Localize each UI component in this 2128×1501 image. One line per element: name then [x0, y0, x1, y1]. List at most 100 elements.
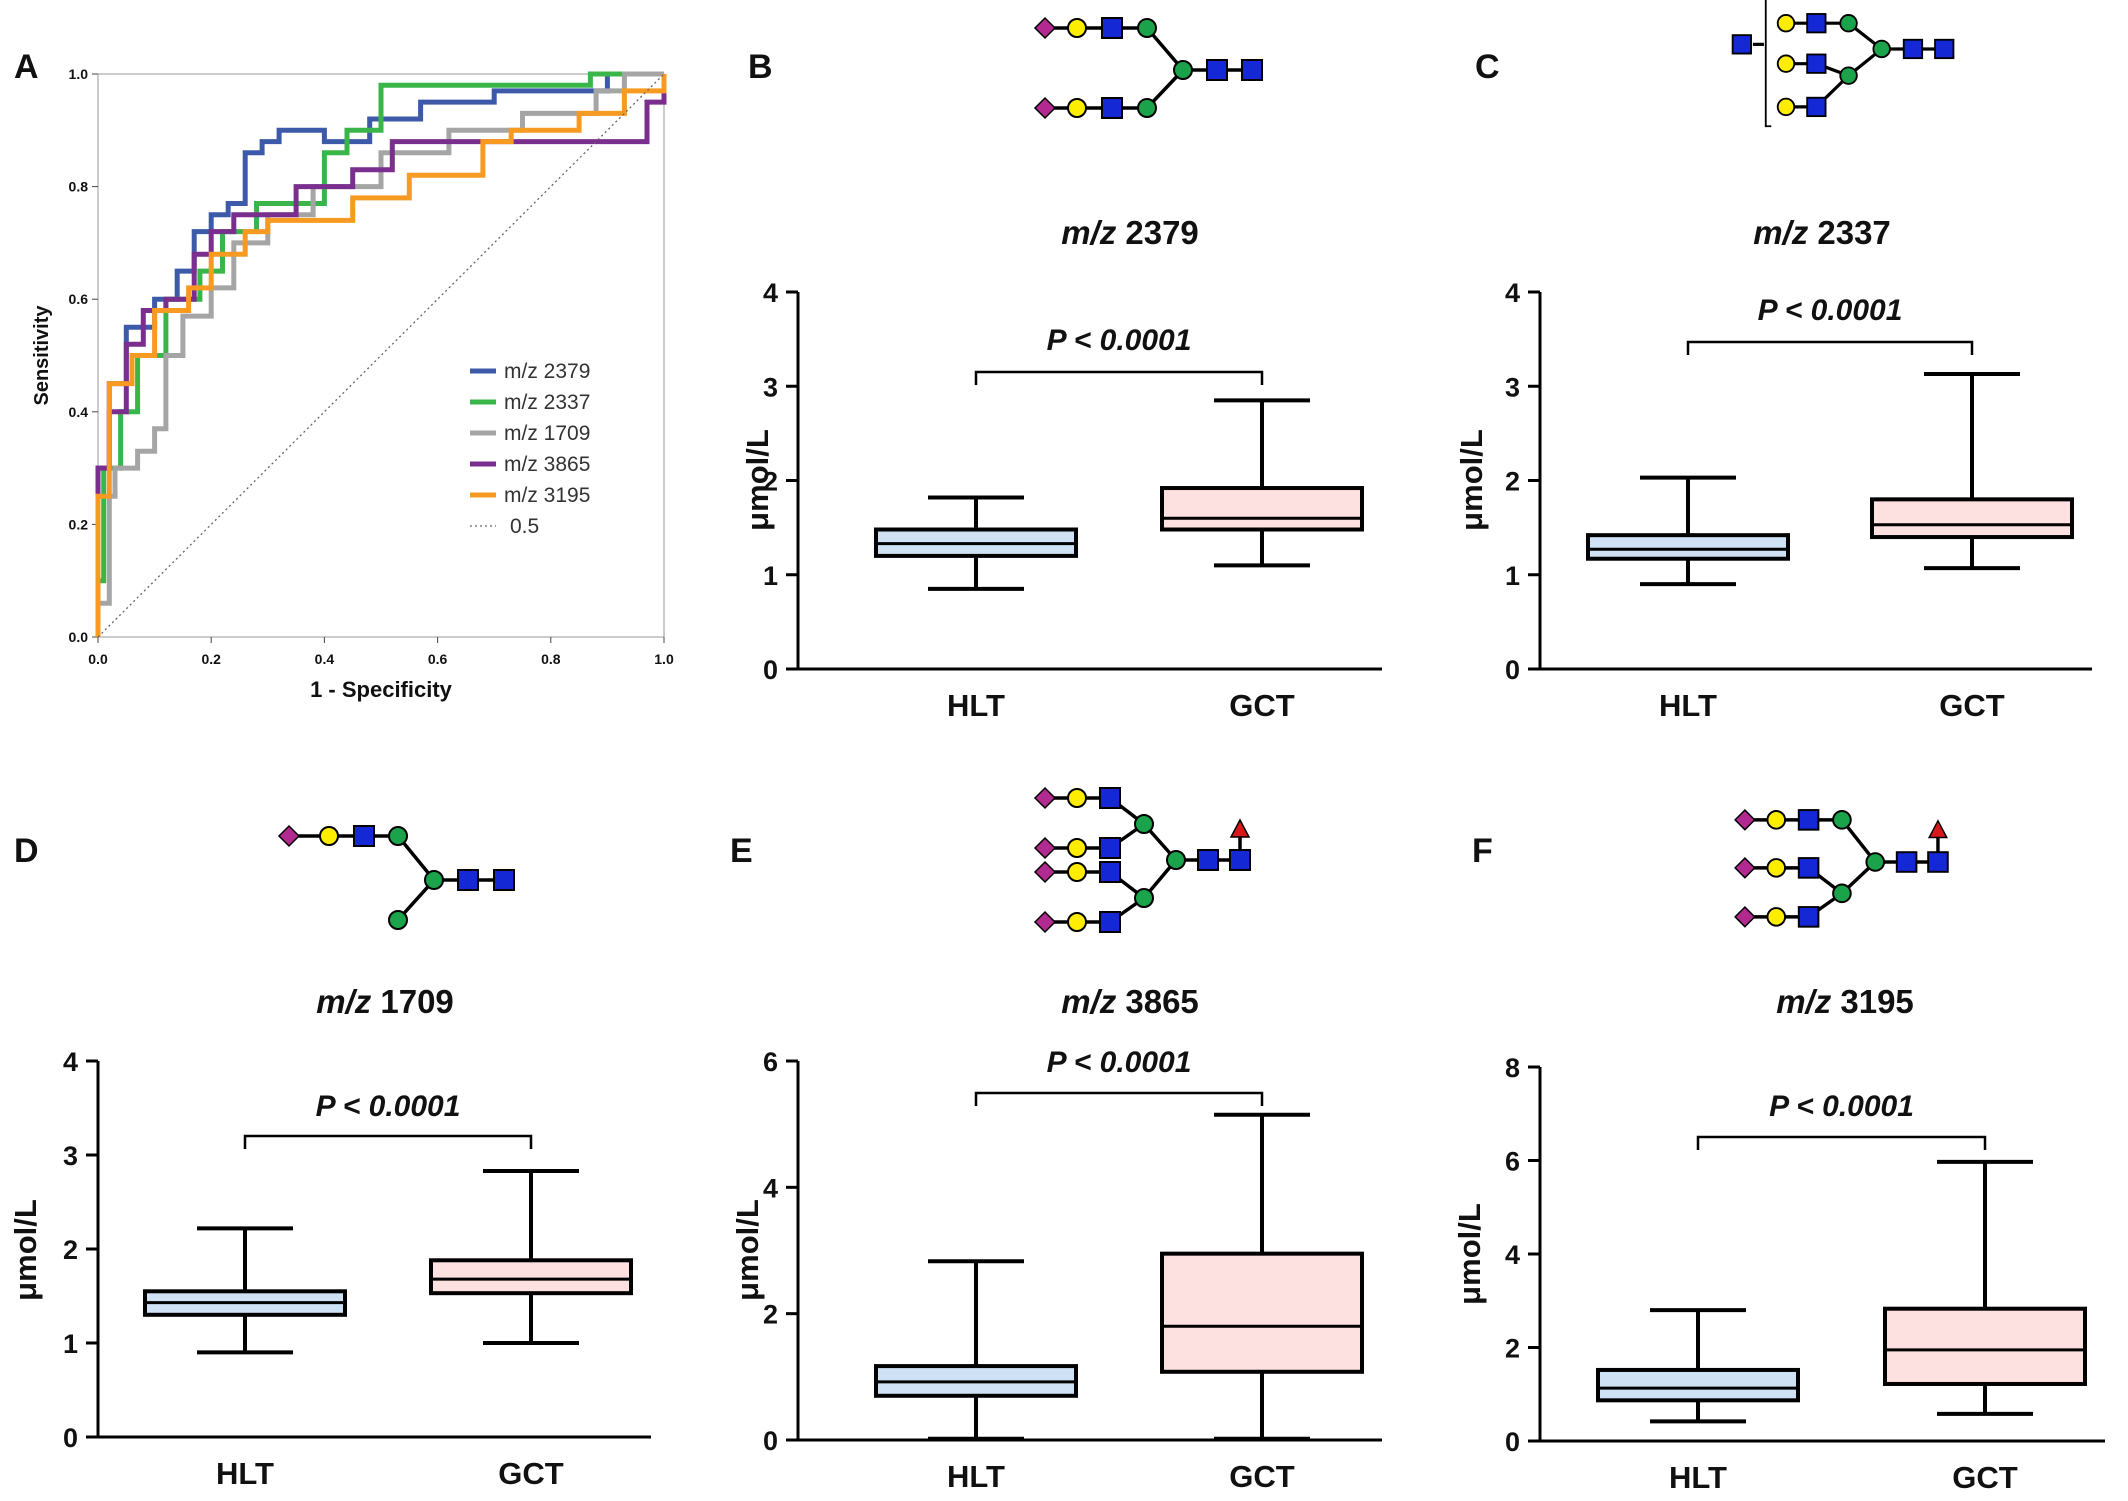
y-tick-label: 2 — [763, 467, 778, 497]
y-tick-label: 0 — [763, 655, 778, 685]
glycan-structure-E — [1033, 786, 1251, 934]
box-iqr — [1586, 533, 1790, 561]
y-tick-label: 4 — [63, 1047, 78, 1077]
glcnac-square — [1101, 17, 1123, 39]
plot-title-number: 3195 — [1840, 983, 1913, 1020]
fucose-triangle — [1927, 819, 1949, 839]
mannose-circle — [1865, 852, 1886, 872]
panel-label-F: F — [1472, 832, 1493, 870]
boxplot-C: m/z 2337 0 1 2 3 4 μmol/L HLT GCT P < 0.0001 — [1454, 214, 2092, 723]
panel-label-A: A — [14, 48, 39, 86]
y-tick-label: 4 — [1505, 1240, 1520, 1270]
boxplot-B: m/z 2379 0 1 2 3 4 μmol/L HLT GCT P < 0.0001 — [740, 214, 1382, 723]
mannose-circle — [1134, 814, 1154, 834]
x-category-label: GCT — [1229, 1459, 1295, 1494]
antenna-bracket — [1764, 0, 1772, 128]
roc-series-line — [95, 74, 667, 637]
y-tick-label: 0 — [1505, 1427, 1520, 1457]
galactose-circle — [1766, 907, 1787, 927]
y-tick-label: 0.0 — [69, 629, 89, 645]
y-axis-title: μmol/L — [730, 1199, 765, 1301]
sialic-acid-diamond — [1734, 906, 1756, 928]
glcnac-square — [493, 869, 515, 891]
glycan-structure-C — [1731, 0, 1955, 128]
significance-bracket — [243, 1134, 533, 1149]
panel-label-E: E — [730, 832, 753, 870]
box-iqr — [1160, 486, 1364, 532]
sialic-acid-diamond — [1033, 16, 1057, 40]
glcnac-square — [1927, 851, 1949, 873]
x-tick-label: 1.0 — [654, 651, 674, 667]
mannose-circle — [388, 826, 408, 846]
glycan-structure-B — [1033, 16, 1263, 120]
mannose-circle — [1137, 18, 1157, 38]
glcnac-square — [1241, 59, 1263, 81]
mannose-circle — [1173, 60, 1193, 80]
glcnac-square — [353, 825, 375, 847]
y-axis-title: μmol/L — [1452, 1203, 1487, 1305]
fucose-triangle — [1229, 818, 1251, 838]
roc-series-line — [97, 73, 665, 638]
x-category-label: HLT — [947, 1459, 1005, 1494]
x-category-label: GCT — [1229, 688, 1295, 723]
glcnac-square — [1099, 837, 1121, 859]
mannose-circle — [388, 910, 408, 930]
plot-title: m/z 3195 — [1776, 983, 1914, 1020]
panel-label-D: D — [14, 832, 39, 870]
plot-title-italic: m/z — [1753, 214, 1817, 251]
y-tick-label: 1 — [763, 561, 778, 591]
y-tick-label: 2 — [1505, 1334, 1520, 1364]
legend-label: m/z 3865 — [504, 453, 590, 476]
legend-label: m/z 1709 — [504, 422, 590, 445]
plot-title: m/z 1709 — [316, 983, 454, 1020]
glcnac-square — [1806, 13, 1827, 34]
glcnac-square — [1934, 38, 1955, 60]
glcnac-square — [1099, 787, 1121, 809]
glcnac-square — [1797, 809, 1820, 831]
plot-title: m/z 2337 — [1753, 214, 1891, 251]
x-category-label: GCT — [1952, 1460, 2018, 1495]
legend-label: m/z 2379 — [504, 360, 590, 383]
boxplot-D: m/z 1709 0 1 2 3 4 μmol/L HLT GCT P < 0.0001 — [8, 983, 651, 1491]
legend-label: 0.5 — [510, 515, 539, 538]
glcnac-square — [1806, 53, 1827, 74]
x-tick-label: 0.0 — [88, 651, 108, 667]
sialic-acid-diamond — [1033, 860, 1057, 884]
y-tick-label: 4 — [763, 278, 778, 308]
y-tick-label: 2 — [63, 1235, 78, 1265]
y-tick-label: 1 — [63, 1329, 78, 1359]
roc-series-line — [95, 74, 667, 637]
roc-plot-frame — [97, 73, 665, 638]
y-tick-label: 0.8 — [69, 179, 89, 195]
galactose-circle — [1776, 54, 1796, 73]
glcnac-square — [1206, 59, 1228, 81]
y-tick-label: 0 — [1505, 655, 1520, 685]
x-tick-label: 0.2 — [201, 651, 221, 667]
galactose-circle — [1766, 858, 1787, 878]
p-value-annotation: P < 0.0001 — [1047, 324, 1192, 357]
y-tick-label: 4 — [1505, 278, 1520, 308]
plot-title-number: 2337 — [1817, 214, 1890, 251]
y-tick-label: 4 — [763, 1173, 778, 1203]
y-tick-label: 8 — [1505, 1053, 1520, 1083]
galactose-circle — [1067, 912, 1087, 932]
y-tick-label: 1.0 — [69, 66, 89, 82]
glcnac-square — [1902, 38, 1924, 60]
y-tick-label: 6 — [763, 1047, 778, 1077]
p-value-annotation: P < 0.0001 — [1047, 1046, 1192, 1079]
p-value-annotation: P < 0.0001 — [1769, 1090, 1914, 1123]
y-tick-label: 0 — [763, 1426, 778, 1456]
x-category-label: GCT — [1939, 688, 2005, 723]
sialic-acid-diamond — [1033, 836, 1057, 860]
x-category-label: HLT — [1669, 1460, 1727, 1495]
p-value-annotation: P < 0.0001 — [1758, 294, 1903, 327]
x-category-label: HLT — [216, 1456, 274, 1491]
significance-bracket — [974, 1091, 1264, 1106]
boxplot-F: m/z 3195 0 2 4 6 8 μmol/L HLT GCT P < 0.0001 — [1452, 983, 2105, 1495]
box-iqr — [1160, 1251, 1364, 1374]
roc-legend: m/z 2379 m/z 2337 m/z 1709 m/z 3865 m/z 3195… — [470, 360, 590, 538]
x-category-label: GCT — [498, 1456, 564, 1491]
sialic-acid-diamond — [1033, 96, 1057, 120]
glcnac-square — [1101, 97, 1123, 119]
